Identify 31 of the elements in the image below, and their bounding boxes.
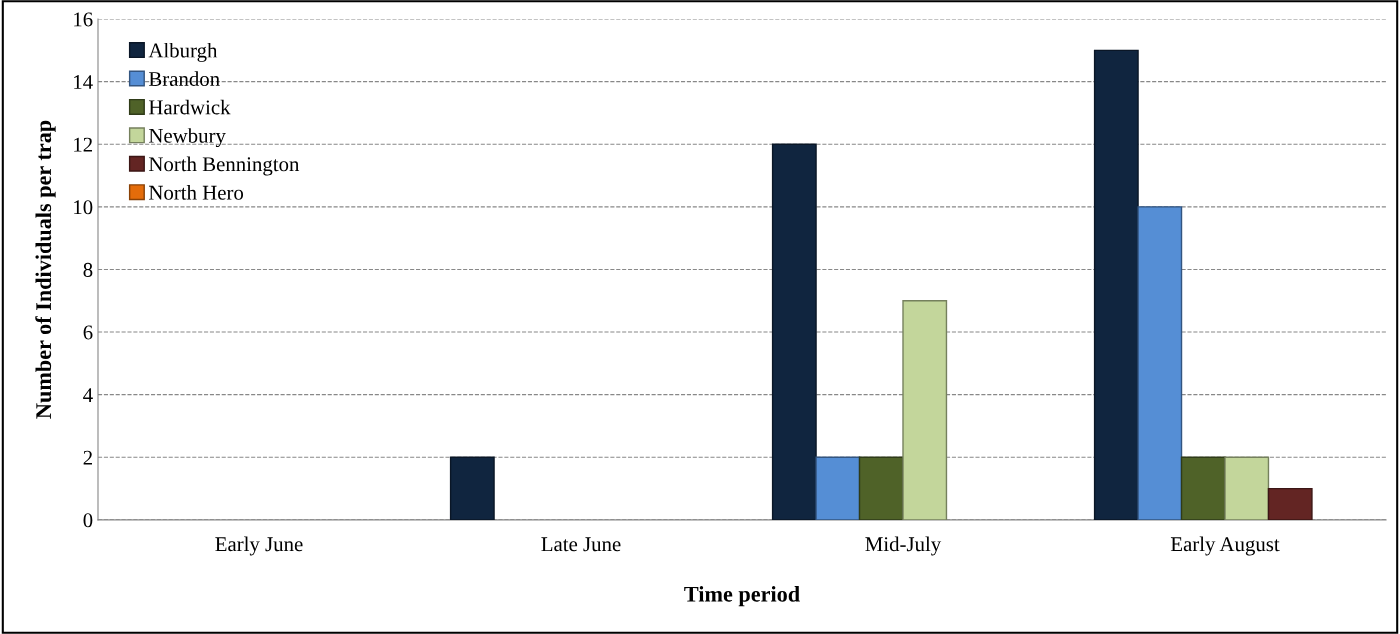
y-tick-label: 2 bbox=[83, 450, 92, 465]
bar bbox=[1137, 206, 1183, 520]
x-tick-label: Late June bbox=[541, 537, 621, 552]
y-axis-title: Number of Individuals per trap bbox=[35, 120, 56, 419]
x-tick-label: Mid-July bbox=[865, 536, 942, 556]
y-tick-label: 12 bbox=[74, 137, 92, 152]
y-tick-label: 16 bbox=[74, 12, 93, 27]
y-tick-label: 8 bbox=[83, 262, 93, 277]
y-tick-label: 14 bbox=[74, 75, 93, 89]
legend-label: Brandon bbox=[148, 71, 220, 87]
bar bbox=[1093, 49, 1139, 520]
bar bbox=[1180, 456, 1226, 520]
legend-label: Alburgh bbox=[148, 42, 218, 62]
legend-label: North Bennington bbox=[148, 156, 300, 176]
x-tick-label: Early August bbox=[1170, 536, 1280, 556]
x-axis-title: Time period bbox=[684, 586, 800, 607]
y-tick-label: 10 bbox=[74, 200, 93, 215]
bar bbox=[1224, 456, 1270, 520]
legend-label: North Hero bbox=[148, 185, 244, 200]
y-tick-label: 0 bbox=[83, 513, 93, 528]
bar bbox=[449, 456, 495, 520]
legend-label: Newbury bbox=[148, 128, 226, 148]
y-tick-label: 6 bbox=[83, 325, 93, 340]
bar bbox=[815, 456, 861, 520]
bar bbox=[771, 143, 817, 520]
legend-label: Hardwick bbox=[148, 99, 231, 115]
bar bbox=[858, 456, 904, 520]
y-tick-label: 4 bbox=[83, 388, 93, 402]
bar bbox=[902, 300, 948, 520]
x-tick-label: Early June bbox=[215, 536, 303, 556]
bar bbox=[1267, 487, 1313, 520]
